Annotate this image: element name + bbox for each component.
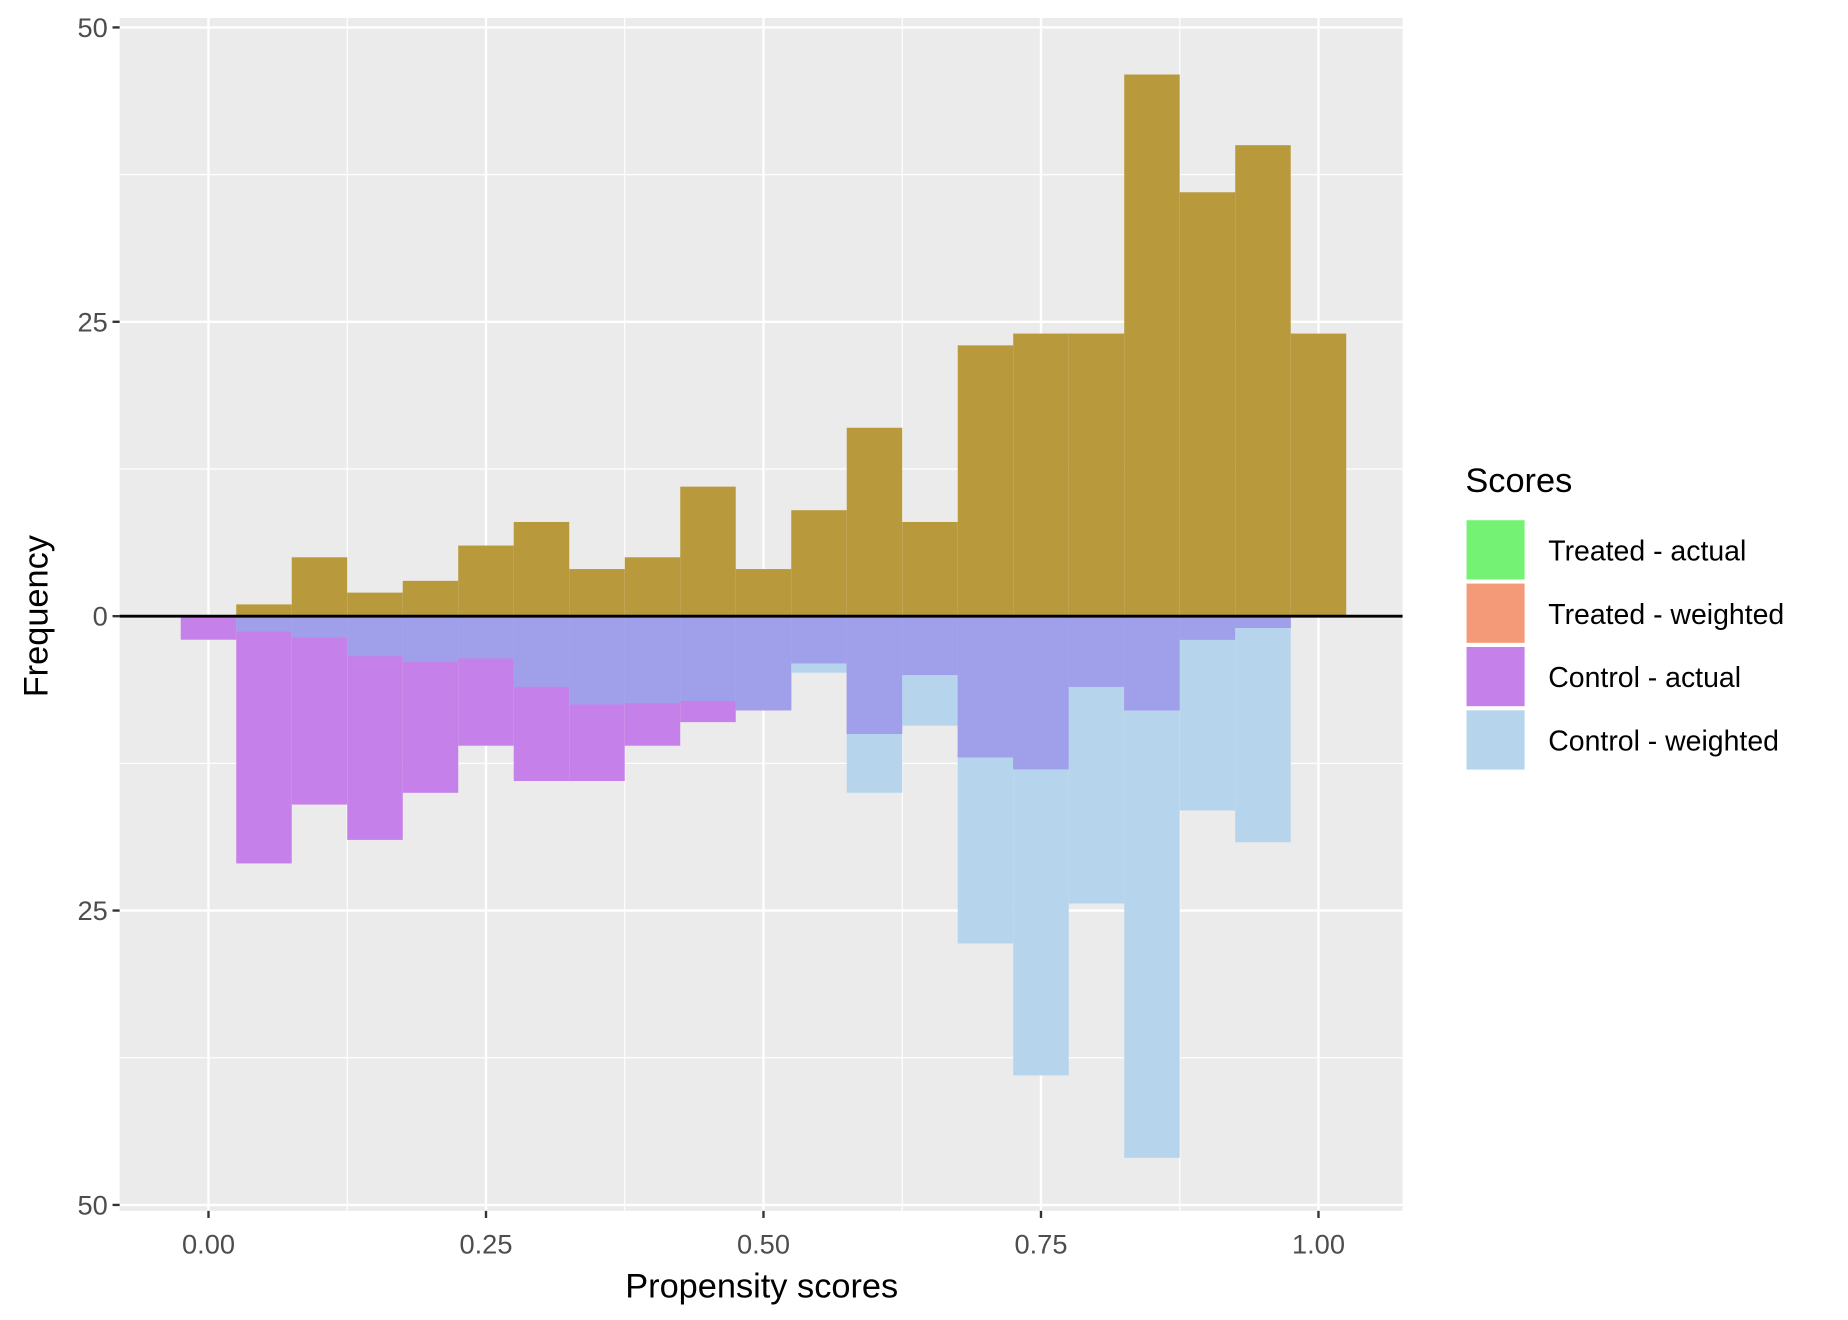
- y-tick-label: 25: [78, 895, 108, 926]
- legend-title: Scores: [1465, 462, 1572, 500]
- control-overlap-bar: [402, 616, 459, 663]
- x-axis-label: Propensity scores: [625, 1267, 898, 1305]
- treated-bar: [513, 521, 570, 617]
- control-overlap-bar: [791, 616, 847, 664]
- legend-key: [1464, 644, 1527, 709]
- control-weighted-bar: [1179, 616, 1236, 811]
- legend-label: Control - actual: [1548, 662, 1741, 694]
- treated-bar: [791, 510, 847, 617]
- control-overlap-bar: [902, 616, 958, 676]
- legend-key: [1464, 581, 1527, 646]
- control-overlap-bar: [1013, 616, 1069, 770]
- ticks: 0.00 0.25 0.50 0.75 1.00 50 25 0 25 50: [78, 12, 1345, 1260]
- treated-bar: [458, 545, 514, 617]
- y-tick-label: 25: [78, 306, 108, 337]
- y-axis-label: Frequency: [17, 534, 55, 697]
- treated-bar: [1068, 333, 1125, 617]
- bars: [180, 74, 1347, 1158]
- legend-key: [1464, 517, 1527, 582]
- control-overlap-bar: [735, 616, 792, 711]
- control-overlap-bar: [569, 616, 625, 705]
- control-overlap-bar: [846, 616, 903, 734]
- y-tick-label: 50: [78, 12, 108, 43]
- control-overlap-bar: [1235, 616, 1291, 628]
- treated-bar: [569, 569, 625, 617]
- control-overlap-bar: [458, 616, 514, 659]
- treated-bar: [680, 486, 736, 617]
- treated-bar: [902, 521, 958, 617]
- control-overlap-bar: [957, 616, 1014, 758]
- treated-bar: [957, 345, 1014, 617]
- treated-bar: [1235, 145, 1291, 617]
- control-weighted-bar: [1235, 616, 1291, 843]
- control-overlap-bar: [1124, 616, 1180, 711]
- control-overlap-bar: [347, 616, 403, 657]
- treated-bar: [1013, 333, 1069, 617]
- control-overlap-bar: [513, 616, 570, 687]
- x-tick-label: 0.00: [182, 1228, 235, 1259]
- control-overlap-bar: [236, 616, 292, 632]
- treated-bar: [624, 557, 681, 617]
- x-tick-label: 0.50: [737, 1228, 790, 1259]
- treated-bar: [236, 604, 292, 617]
- legend: Scores Treated - actual Treated - weighte…: [1464, 462, 1784, 772]
- treated-bar: [735, 569, 792, 617]
- legend-label: Control - weighted: [1548, 726, 1779, 758]
- legend-label: Treated - weighted: [1548, 599, 1784, 631]
- control-actual-bar: [236, 616, 292, 864]
- x-tick-label: 0.25: [459, 1228, 512, 1259]
- treated-bar: [347, 592, 403, 617]
- control-actual-bar: [180, 616, 237, 640]
- treated-bar: [291, 557, 348, 617]
- treated-bar: [1179, 192, 1236, 617]
- control-overlap-bar: [1179, 616, 1236, 640]
- treated-bar: [1290, 333, 1347, 617]
- legend-key: [1464, 707, 1527, 772]
- control-overlap-bar: [1068, 616, 1125, 687]
- y-tick-label: 0: [93, 601, 108, 632]
- y-tick-label: 50: [78, 1189, 108, 1220]
- x-tick-label: 0.75: [1014, 1228, 1067, 1259]
- control-overlap-bar: [291, 616, 348, 638]
- treated-bar: [402, 580, 459, 617]
- legend-label: Treated - actual: [1548, 535, 1746, 567]
- treated-bar: [1124, 74, 1180, 617]
- x-tick-label: 1.00: [1292, 1228, 1345, 1259]
- treated-bar: [846, 427, 903, 617]
- control-actual-bar: [291, 616, 348, 805]
- control-overlap-bar: [624, 616, 681, 704]
- control-overlap-bar: [680, 616, 736, 701]
